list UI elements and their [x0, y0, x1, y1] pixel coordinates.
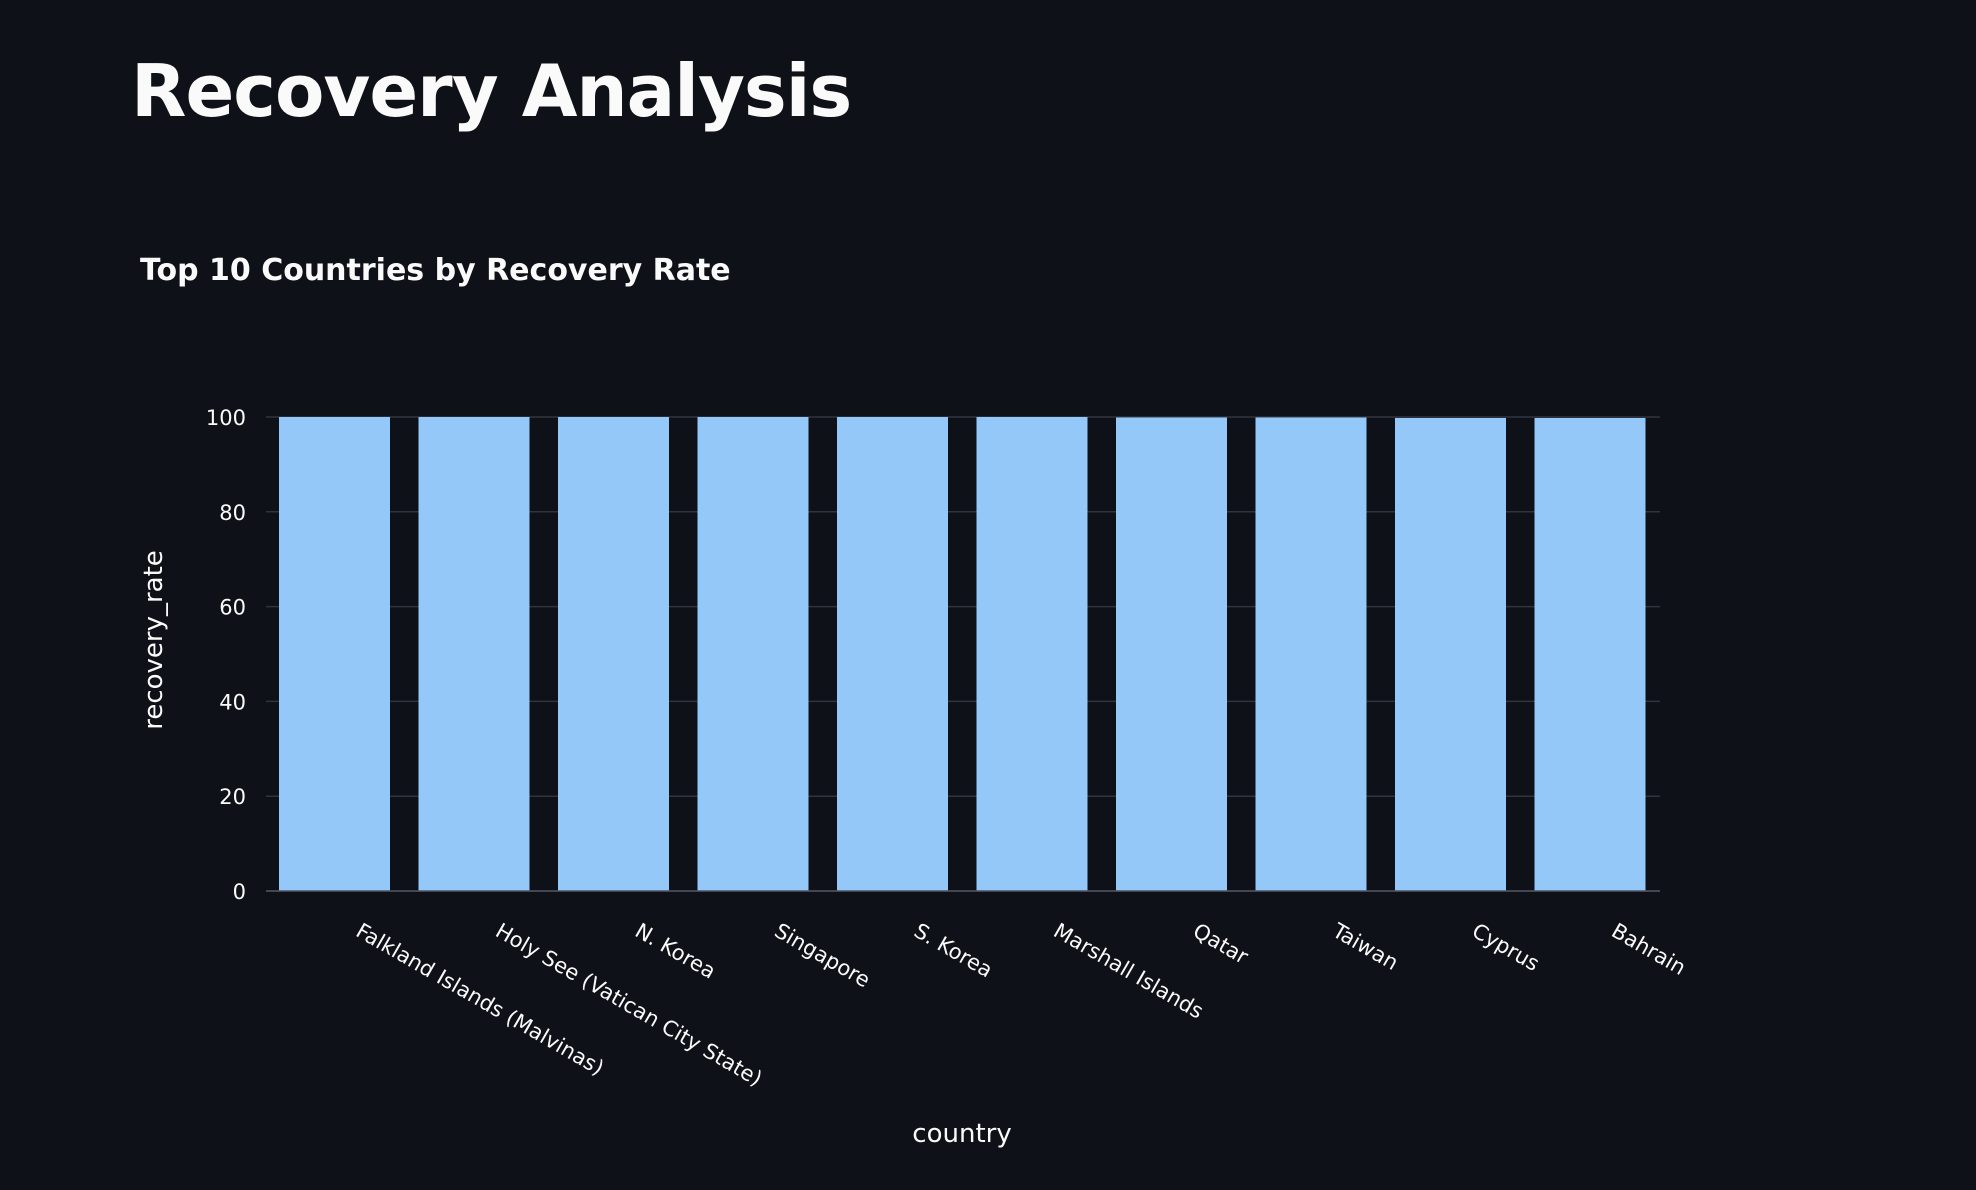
bar[interactable]: [1255, 417, 1367, 891]
x-tick-label: Marshall Islands: [1050, 919, 1208, 1024]
x-tick-label: Falkland Islands (Malvinas): [352, 919, 608, 1081]
x-tick-label: Holy See (Vatican City State): [492, 919, 767, 1091]
bar[interactable]: [1395, 417, 1506, 891]
chart-title: Top 10 Countries by Recovery Rate: [140, 253, 731, 288]
bar[interactable]: [837, 417, 948, 891]
bar[interactable]: [1534, 417, 1646, 891]
x-tick-label: Cyprus: [1468, 919, 1543, 976]
x-tick-label: N. Korea: [631, 919, 720, 984]
y-tick-label: 0: [233, 880, 246, 904]
y-axis-ticks: 0 20 40 60 80 100: [206, 406, 246, 904]
x-tick-label: Singapore: [771, 919, 875, 993]
bar[interactable]: [697, 417, 809, 891]
x-tick-label: Qatar: [1189, 919, 1253, 970]
y-tick-label: 100: [206, 406, 246, 430]
page-title: Recovery Analysis: [131, 49, 852, 133]
bar[interactable]: [558, 417, 669, 891]
y-tick-label: 80: [219, 501, 246, 525]
bar[interactable]: [418, 417, 530, 891]
x-tick-label: Taiwan: [1328, 918, 1403, 975]
y-axis-title: recovery_rate: [139, 550, 169, 730]
bars: [279, 417, 1646, 891]
y-tick-label: 20: [219, 785, 246, 809]
bar[interactable]: [279, 417, 390, 891]
x-axis-ticks: Falkland Islands (Malvinas)Holy See (Vat…: [352, 918, 1690, 1091]
x-tick-label: Bahrain: [1608, 919, 1690, 980]
x-tick-label: S. Korea: [910, 919, 997, 983]
bar[interactable]: [1116, 417, 1227, 891]
y-tick-label: 40: [219, 690, 246, 714]
bar[interactable]: [976, 417, 1088, 891]
y-tick-label: 60: [219, 596, 246, 620]
x-axis-title: country: [912, 1119, 1011, 1149]
